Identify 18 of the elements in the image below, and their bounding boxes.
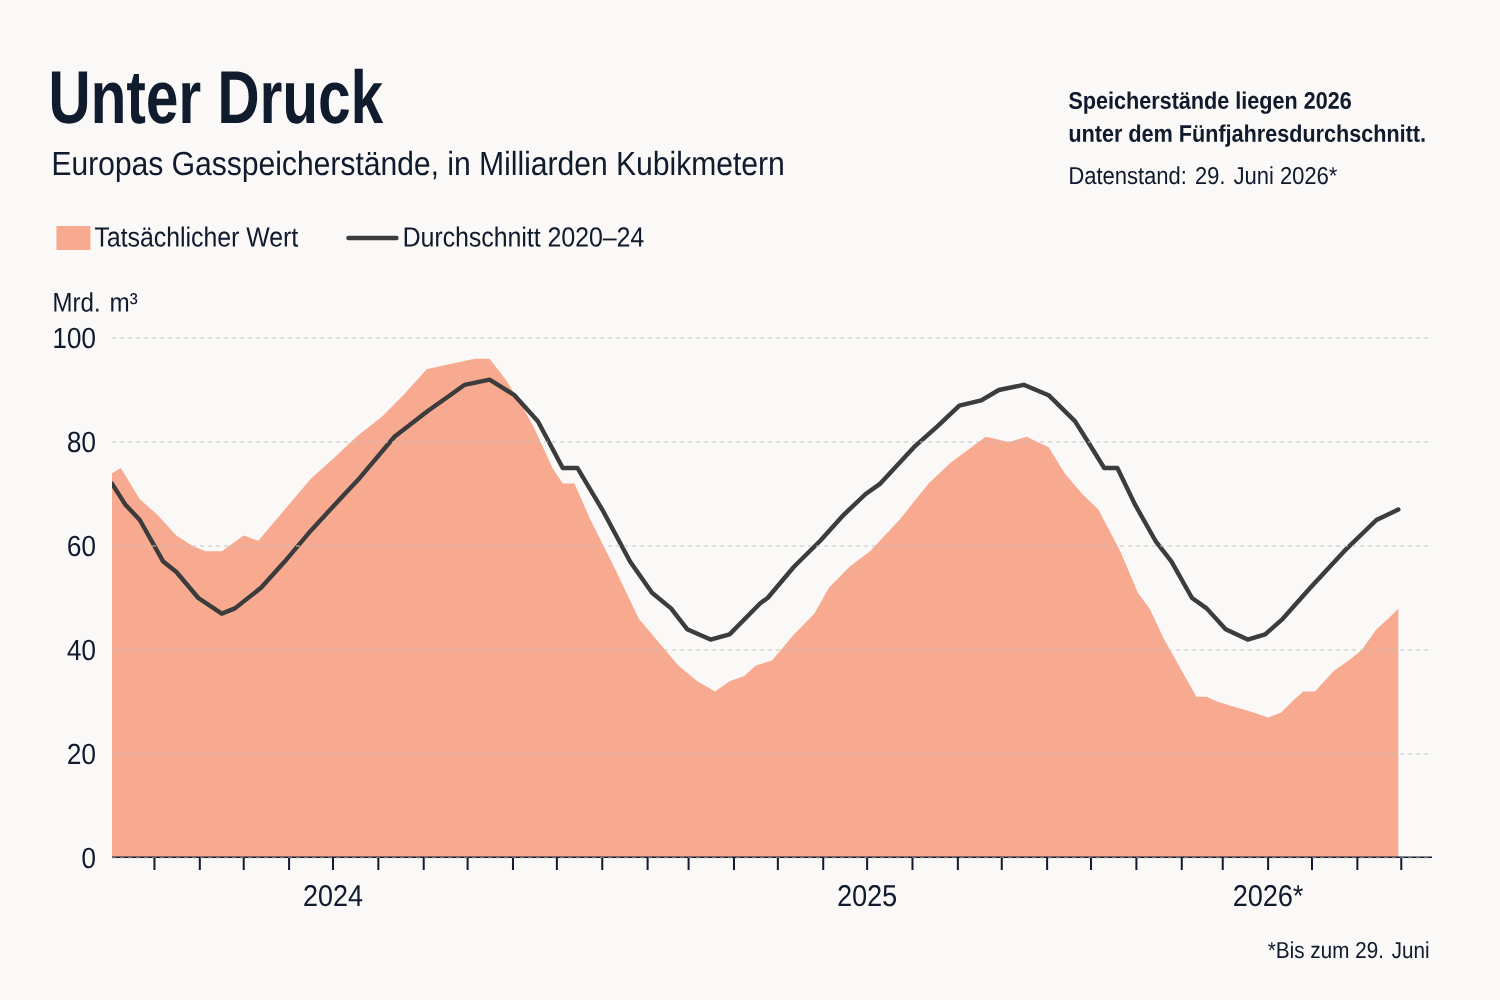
legend-label: Durchschnitt 2020–24 — [404, 226, 644, 247]
legend-label: Tatsächlicher Wert — [94, 226, 299, 247]
y-tick-label: 80 — [68, 431, 95, 453]
y-tick-label: 100 — [54, 327, 95, 349]
text: Speicherstände liegen 2026 unter dem Fünfjahresdurchschnitt. — [1069, 91, 1425, 147]
x-tick-label: 2024 — [304, 885, 363, 907]
chart-title: Unter Druck — [51, 68, 384, 124]
chart-subtitle: Europas Gasspeicherstände, in Milliarden Kubikmetern — [53, 150, 783, 182]
x-tick-label: 2025 — [838, 885, 897, 907]
line-series — [112, 377, 1401, 642]
text: *Bis zum 29. Juni — [1268, 941, 1429, 959]
x-tick-label: 2026* — [1234, 885, 1303, 907]
y-tick-label: 0 — [82, 847, 95, 869]
y-tick-label: 60 — [68, 535, 95, 557]
y-axis-title: Mrd. m³ — [54, 292, 138, 312]
text: Datenstand: 29. Juni 2026* — [1070, 166, 1337, 185]
y-tick-label: 40 — [67, 639, 95, 661]
y-tick-label: 20 — [68, 743, 95, 765]
